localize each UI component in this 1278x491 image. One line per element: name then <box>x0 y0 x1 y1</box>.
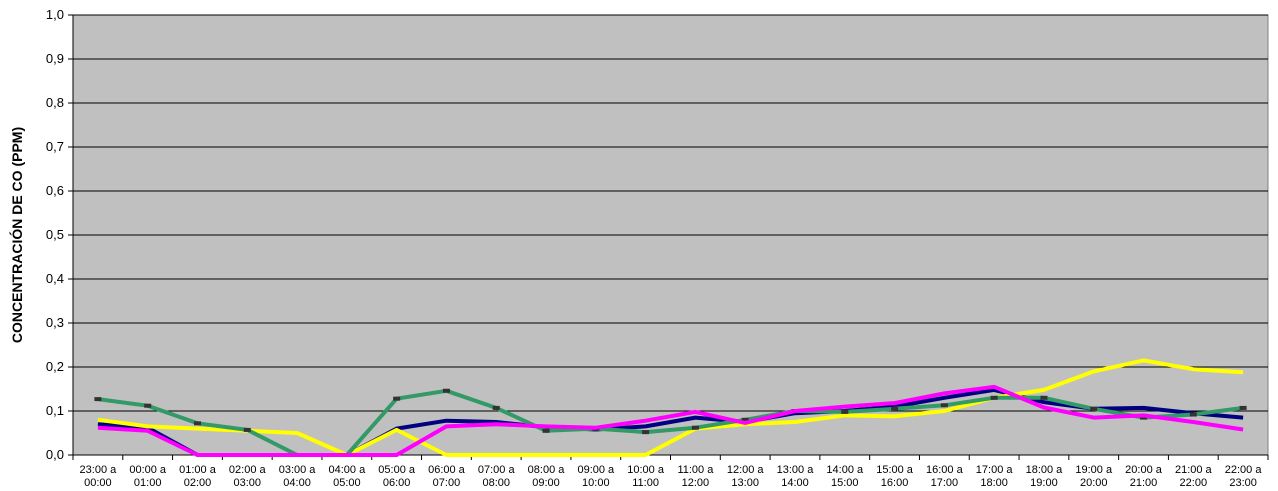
x-tick-label: 00:00 a 01:00 <box>129 464 167 489</box>
series-marker <box>891 406 899 411</box>
x-tick-label: 08:00 a 09:00 <box>528 464 566 489</box>
x-tick-label: 02:00 a 03:00 <box>229 464 267 489</box>
series-marker <box>492 405 500 410</box>
x-tick-label: 14:00 a 15:00 <box>826 464 864 489</box>
y-tick-label: 0,3 <box>46 315 64 330</box>
series-marker <box>642 430 650 435</box>
series-marker <box>442 388 450 393</box>
series-marker <box>144 403 152 408</box>
series-line-3 <box>97 388 1244 457</box>
x-tick-label: 03:00 a 04:00 <box>279 464 317 489</box>
y-tick-label: 0,9 <box>46 51 64 66</box>
x-tick-label: 07:00 a 08:00 <box>478 464 516 489</box>
y-tick-label: 0,0 <box>46 447 64 462</box>
x-tick-label: 04:00 a 05:00 <box>329 464 367 489</box>
x-tick-label: 01:00 a 02:00 <box>179 464 217 489</box>
x-tick-label: 12:00 a 13:00 <box>727 464 765 489</box>
y-tick-label: 0,5 <box>46 227 64 242</box>
series-marker <box>243 427 251 432</box>
x-tick-label: 15:00 a 16:00 <box>876 464 914 489</box>
y-tick-label: 0,7 <box>46 139 64 154</box>
series-line-2 <box>97 358 1244 457</box>
y-tick-label: 0,8 <box>46 95 64 110</box>
y-tick-label: 0,6 <box>46 183 64 198</box>
series-marker <box>94 397 102 402</box>
series-marker <box>542 428 550 433</box>
x-tick-label: 05:00 a 06:00 <box>378 464 416 489</box>
x-tick-label: 23:00 a 00:00 <box>80 464 118 489</box>
series-marker <box>1090 406 1098 411</box>
y-tick-label: 1,0 <box>46 7 64 22</box>
y-tick-label: 0,1 <box>46 403 64 418</box>
series-marker <box>193 421 201 426</box>
series-line-4 <box>97 384 1244 457</box>
series-lines <box>94 358 1247 457</box>
x-tick-label: 10:00 a 11:00 <box>627 464 665 489</box>
series-marker <box>1189 412 1197 417</box>
x-tick-label: 11:00 a 12:00 <box>677 464 714 489</box>
x-tick-label: 06:00 a 07:00 <box>428 464 466 489</box>
y-axis: 0,0 0,1 0,2 0,3 0,4 0,5 0,6 0,7 0,8 0,9 1,0 <box>46 7 74 462</box>
series-marker <box>1040 395 1048 400</box>
series-marker <box>393 396 401 401</box>
x-tick-label: 22:00 a 23:00 <box>1225 464 1263 489</box>
x-tick-label: 16:00 a 17:00 <box>926 464 964 489</box>
series-marker <box>691 425 699 430</box>
series-marker <box>940 403 948 408</box>
x-tick-label: 20:00 a 21:00 <box>1125 464 1163 489</box>
x-axis: 23:00 a 00:00 00:00 a 01:00 01:00 a 02:00 02:0… <box>72 454 1269 489</box>
x-tick-label: 13:00 a 14:00 <box>777 464 815 489</box>
x-tick-label: 18:00 a 19:00 <box>1026 464 1064 489</box>
series-marker <box>990 395 998 400</box>
x-tick-label: 21:00 a 22:00 <box>1175 464 1213 489</box>
x-tick-label: 09:00 a 10:00 <box>577 464 615 489</box>
y-axis-label: CONCENTRACIÓN DE CO (PPM) <box>8 127 25 343</box>
y-tick-label: 0,4 <box>46 271 64 286</box>
x-tick-label: 19:00 a 20:00 <box>1075 464 1113 489</box>
series-marker <box>1140 415 1148 420</box>
y-tick-label: 0,2 <box>46 359 64 374</box>
x-tick-label: 17:00 a 18:00 <box>976 464 1014 489</box>
series-marker <box>1239 405 1247 410</box>
series-marker <box>741 417 749 422</box>
series-marker <box>841 409 849 414</box>
